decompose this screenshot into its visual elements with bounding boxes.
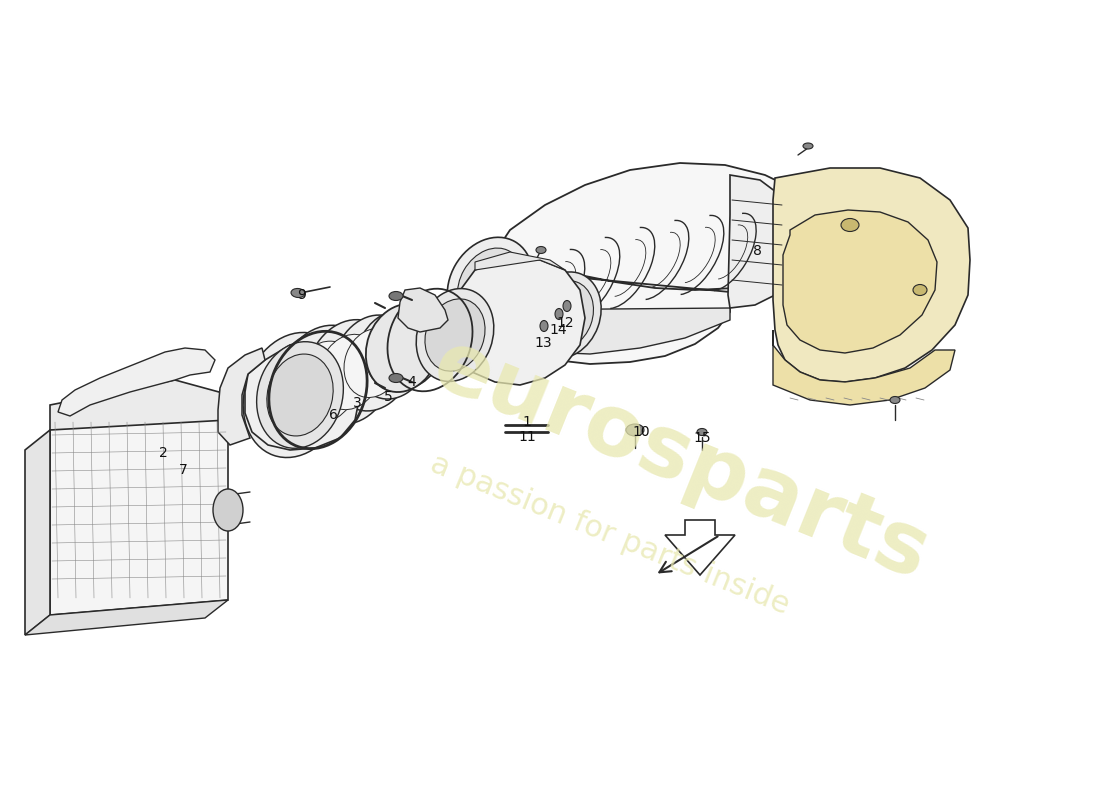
- Polygon shape: [490, 163, 828, 364]
- Ellipse shape: [386, 319, 434, 377]
- Text: 9: 9: [298, 288, 307, 302]
- Text: 8: 8: [752, 244, 761, 258]
- Polygon shape: [666, 520, 735, 575]
- Polygon shape: [58, 348, 214, 416]
- Polygon shape: [728, 175, 785, 308]
- Polygon shape: [50, 380, 230, 445]
- Polygon shape: [218, 348, 265, 445]
- Ellipse shape: [626, 424, 644, 436]
- Ellipse shape: [267, 354, 333, 436]
- Ellipse shape: [416, 289, 494, 382]
- Ellipse shape: [913, 285, 927, 295]
- Ellipse shape: [277, 326, 373, 438]
- Text: 7: 7: [178, 463, 187, 477]
- Ellipse shape: [448, 238, 532, 333]
- Ellipse shape: [697, 429, 707, 435]
- Polygon shape: [245, 345, 360, 450]
- Polygon shape: [453, 258, 585, 385]
- Polygon shape: [398, 288, 448, 332]
- Ellipse shape: [529, 272, 602, 358]
- Ellipse shape: [389, 291, 403, 301]
- Ellipse shape: [292, 289, 305, 298]
- Text: 4: 4: [408, 375, 417, 389]
- Ellipse shape: [556, 309, 563, 319]
- Ellipse shape: [890, 397, 900, 403]
- Text: 6: 6: [329, 408, 338, 422]
- Ellipse shape: [213, 489, 243, 531]
- Ellipse shape: [344, 329, 402, 398]
- Text: 10: 10: [632, 425, 650, 439]
- Ellipse shape: [540, 321, 548, 331]
- Ellipse shape: [376, 308, 443, 388]
- Polygon shape: [475, 252, 565, 270]
- Ellipse shape: [536, 246, 546, 254]
- Text: eurosparts: eurosparts: [420, 322, 940, 598]
- Ellipse shape: [458, 248, 522, 322]
- Text: 13: 13: [535, 336, 552, 350]
- Ellipse shape: [290, 341, 360, 423]
- Ellipse shape: [803, 143, 813, 149]
- Ellipse shape: [257, 350, 332, 440]
- Text: 12: 12: [557, 316, 574, 330]
- Polygon shape: [25, 430, 50, 635]
- Text: 15: 15: [693, 431, 711, 445]
- Text: 11: 11: [518, 430, 536, 444]
- Ellipse shape: [842, 218, 859, 231]
- Text: 2: 2: [158, 446, 167, 460]
- Text: 3: 3: [353, 396, 362, 410]
- Text: 14: 14: [549, 323, 566, 337]
- Polygon shape: [773, 168, 970, 382]
- Ellipse shape: [389, 374, 403, 382]
- Ellipse shape: [256, 342, 343, 448]
- Ellipse shape: [366, 323, 420, 386]
- Polygon shape: [490, 308, 730, 354]
- Ellipse shape: [243, 333, 346, 458]
- Ellipse shape: [318, 334, 382, 410]
- Ellipse shape: [306, 320, 394, 424]
- Polygon shape: [50, 420, 228, 615]
- Ellipse shape: [537, 281, 594, 350]
- Polygon shape: [25, 600, 228, 635]
- Ellipse shape: [366, 304, 440, 392]
- Text: a passion for parts inside: a passion for parts inside: [426, 450, 794, 621]
- Text: 5: 5: [384, 390, 393, 404]
- Ellipse shape: [332, 315, 414, 411]
- Text: 1: 1: [522, 415, 531, 429]
- Ellipse shape: [425, 299, 485, 371]
- Ellipse shape: [355, 311, 430, 399]
- Polygon shape: [773, 330, 955, 405]
- Ellipse shape: [563, 301, 571, 311]
- Polygon shape: [783, 210, 937, 353]
